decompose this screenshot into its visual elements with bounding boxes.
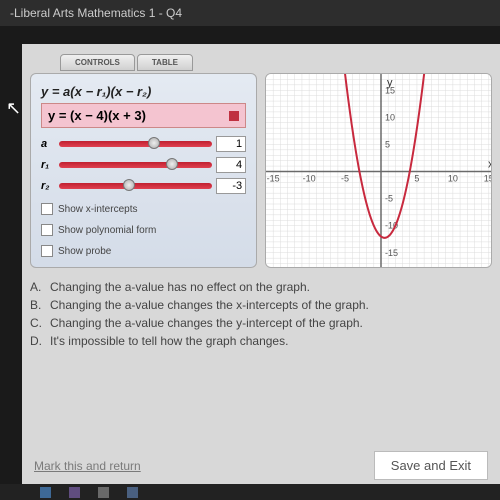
taskbar-icon[interactable] [98,487,109,498]
slider-r2-track[interactable] [59,183,212,189]
equation-general: y = a(x − r₁)(x − r₂) [41,84,246,99]
svg-text:10: 10 [385,112,395,122]
svg-text:-5: -5 [385,194,393,204]
slider-r1-track[interactable] [59,162,212,168]
svg-text:15: 15 [484,174,492,184]
header-title: -Liberal Arts Mathematics 1 - Q4 [10,6,182,20]
slider-r2-value: -3 [216,178,246,194]
check-xints-label: Show x-intercepts [58,204,137,215]
check-probe[interactable]: Show probe [41,245,246,257]
slider-a-thumb[interactable] [148,137,160,149]
content-area: CONTROLS TABLE y = a(x − r₁)(x − r₂) y =… [22,44,500,494]
check-poly-label: Show polynomial form [58,225,156,236]
slider-a: a 1 [41,136,246,152]
slider-r2-thumb[interactable] [123,179,135,191]
graph-panel: -15-10-551015-15-10-551015xy [265,73,492,268]
slider-a-value: 1 [216,136,246,152]
bottom-row: Mark this and return Save and Exit [34,451,488,480]
svg-text:y: y [387,77,393,89]
taskbar [0,484,500,500]
checkbox-icon[interactable] [41,224,53,236]
slider-r2: r₂ -3 [41,178,246,194]
slider-r2-label: r₂ [41,180,55,192]
taskbar-icon[interactable] [127,487,138,498]
svg-text:5: 5 [385,139,390,149]
taskbar-icon[interactable] [69,487,80,498]
svg-text:x: x [488,159,492,171]
answer-a[interactable]: A.Changing the a-value has no effect on … [30,280,492,294]
svg-text:-5: -5 [341,174,349,184]
equation-current: y = (x − 4)(x + 3) [41,103,246,128]
slider-r1-label: r₁ [41,159,55,171]
answer-options: A.Changing the a-value has no effect on … [30,280,492,348]
svg-text:-15: -15 [385,248,398,258]
answer-c[interactable]: C.Changing the a-value changes the y-int… [30,316,492,330]
answer-b[interactable]: B.Changing the a-value changes the x-int… [30,298,492,312]
series-color-swatch [229,111,239,121]
checkbox-icon[interactable] [41,245,53,257]
save-exit-button[interactable]: Save and Exit [374,451,488,480]
slider-a-track[interactable] [59,141,212,147]
controls-panel: y = a(x − r₁)(x − r₂) y = (x − 4)(x + 3)… [30,73,257,268]
slider-r1-value: 4 [216,157,246,173]
svg-text:-10: -10 [303,174,316,184]
window-header: -Liberal Arts Mathematics 1 - Q4 [0,0,500,26]
mouse-cursor: ↖ [6,98,21,119]
tab-controls[interactable]: CONTROLS [60,54,135,71]
svg-text:5: 5 [415,174,420,184]
tab-table[interactable]: TABLE [137,54,193,71]
equation-current-text: y = (x − 4)(x + 3) [48,108,146,123]
slider-r1-thumb[interactable] [166,158,178,170]
check-poly[interactable]: Show polynomial form [41,224,246,236]
slider-a-label: a [41,138,55,150]
checkbox-icon[interactable] [41,203,53,215]
taskbar-icon[interactable] [40,487,51,498]
mark-return-link[interactable]: Mark this and return [34,459,141,473]
panel-row: y = a(x − r₁)(x − r₂) y = (x − 4)(x + 3)… [30,73,492,268]
check-xints[interactable]: Show x-intercepts [41,203,246,215]
answer-d[interactable]: D.It's impossible to tell how the graph … [30,334,492,348]
parabola-graph: -15-10-551015-15-10-551015xy [266,74,492,268]
slider-r1: r₁ 4 [41,157,246,173]
check-probe-label: Show probe [58,246,111,257]
svg-text:-15: -15 [267,174,280,184]
svg-text:10: 10 [448,174,458,184]
tab-strip: CONTROLS TABLE [60,54,492,71]
